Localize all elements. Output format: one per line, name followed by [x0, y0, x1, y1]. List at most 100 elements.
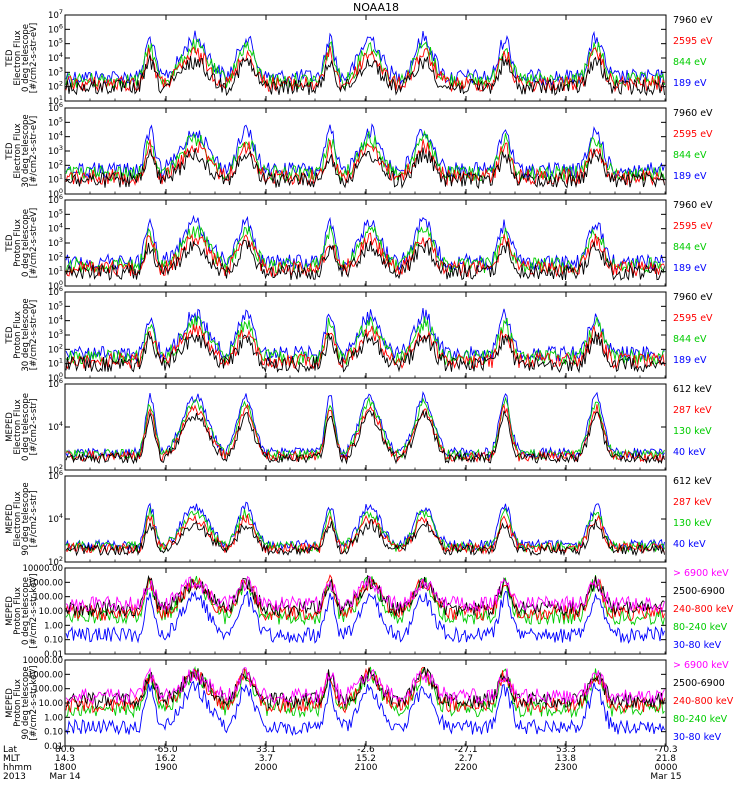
- series-trace-189-ev: [65, 123, 665, 179]
- y-tick-label-6: 106: [48, 101, 63, 114]
- y-tick-label-3: 103: [48, 144, 63, 157]
- y-tick-label-5: 1000.00: [28, 670, 63, 680]
- xaxis-tick-label-lat: 33.1: [256, 745, 276, 755]
- xaxis-tick-label-hhmm: 1900: [155, 763, 178, 773]
- xaxis-tick-label-hhmm: 2200: [455, 763, 478, 773]
- chart-title: NOAA18: [353, 1, 399, 14]
- legend-entry: 844 eV: [673, 57, 707, 68]
- panel-ylabel-line: 0 deg telescope: [21, 209, 31, 277]
- legend-entry: 287 keV: [673, 497, 712, 508]
- xaxis-row-label: MLT: [3, 754, 21, 764]
- xaxis-tick-label-date: Mar 14: [49, 772, 81, 782]
- series-trace-7960-ev: [65, 331, 665, 374]
- xaxis-tick-label-hhmm: 2000: [255, 763, 278, 773]
- legend-entry: 7960 eV: [673, 15, 713, 26]
- panel-traces: [65, 390, 665, 465]
- y-tick-label-2: 102: [48, 342, 63, 355]
- panel-ylabel-line: TED: [5, 49, 15, 68]
- y-tick-label-3: 10.00: [39, 607, 63, 617]
- y-tick-label-1: 0.10: [44, 636, 63, 646]
- panel-ylabel-line: [#/cm2-s-str-keV]: [29, 574, 39, 649]
- xaxis-row-label: 2013: [3, 772, 26, 782]
- panel-ylabel-line: 30 deg telescope: [21, 298, 31, 371]
- legend-entry: 7960 eV: [673, 108, 713, 119]
- legend-entry: 80-240 keV: [673, 622, 728, 633]
- y-tick-label-2: 103: [48, 65, 63, 78]
- series-trace-287-kev: [65, 403, 665, 463]
- panel-7: 0.01 0.10 1.00 10.00 100.00 1000.00 10000.00 ME…: [5, 564, 734, 660]
- panel-ylabel-line: [#/cm2-s-str]: [29, 491, 39, 548]
- legend-entry: 844 eV: [673, 242, 707, 253]
- legend-entry: 30-80 keV: [673, 732, 722, 743]
- legend-entry: 7960 eV: [673, 292, 713, 303]
- series-trace-30-80-kev: [65, 590, 665, 644]
- series-trace--6900-kev: [65, 667, 665, 705]
- xaxis-tick-label-lat: -27.1: [454, 745, 477, 755]
- legend-entry: 2595 eV: [673, 129, 713, 140]
- xaxis-tick-label-hhmm: 2100: [355, 763, 378, 773]
- panel-traces: [65, 308, 665, 374]
- legend-entry: 2500-6900: [673, 678, 725, 689]
- legend-entry: 2500-6900: [673, 586, 725, 597]
- panel-ylabel-line: 90 deg telescope: [21, 482, 31, 555]
- panel-ylabel-line: Proton Flux: [13, 587, 23, 635]
- y-tick-label-5: 105: [48, 207, 63, 220]
- y-tick-label-3: 103: [48, 236, 63, 249]
- y-tick-label-6: 10000.00: [22, 656, 63, 666]
- panel-ylabel-line: MEPED: [5, 688, 15, 718]
- y-tick-label-3: 104: [48, 51, 63, 64]
- y-tick-label-1: 101: [48, 357, 63, 370]
- panel-traces: [65, 501, 665, 557]
- y-tick-label-2: 102: [48, 250, 63, 263]
- panel-ylabel-line: Electron Flux: [13, 123, 23, 178]
- legend-entry: 612 keV: [673, 384, 712, 395]
- legend-entry: 189 eV: [673, 78, 707, 89]
- xaxis-tick-label-lat: 80.6: [55, 745, 75, 755]
- series-trace-612-kev: [65, 409, 665, 465]
- y-tick-label-0: 100: [48, 279, 63, 292]
- y-tick-label-1: 0.10: [44, 728, 63, 738]
- series-trace-189-ev: [65, 214, 665, 272]
- series-trace-612-kev: [65, 519, 665, 557]
- xaxis-row-label: Lat: [3, 745, 18, 755]
- y-tick-label-1: 101: [48, 173, 63, 186]
- panel-frame: [64, 14, 667, 102]
- panel-traces: [65, 30, 665, 97]
- xaxis-tick-label-date: Mar 15: [650, 772, 681, 782]
- xaxis-tick-label-lat: -2.6: [357, 745, 375, 755]
- legend-entry: 240-800 keV: [673, 604, 734, 615]
- legend-entry: 287 keV: [673, 405, 712, 416]
- y-tick-label-0: 100: [48, 371, 63, 384]
- legend-entry: 30-80 keV: [673, 640, 722, 651]
- legend-entry: > 6900 keV: [673, 660, 729, 671]
- y-tick-label-4: 105: [48, 37, 63, 50]
- legend-entry: 130 keV: [673, 426, 712, 437]
- y-tick-label-1: 104: [48, 420, 63, 433]
- xaxis-tick-label-mlt: 3.7: [259, 754, 273, 764]
- panel-ylabel-line: Electron Flux: [13, 491, 23, 546]
- panel-traces: [65, 214, 665, 281]
- series-trace-189-ev: [65, 308, 665, 363]
- xaxis-tick-label-mlt: 2.7: [459, 754, 473, 764]
- y-tick-label-4: 104: [48, 130, 63, 143]
- y-tick-label-3: 103: [48, 328, 63, 341]
- legend-entry: 240-800 keV: [673, 696, 734, 707]
- panel-ylabel-line: 30 deg telescope: [21, 114, 31, 187]
- panel-traces: [65, 123, 665, 190]
- panel-traces: [65, 666, 665, 737]
- xaxis-tick-label-lat: 53.3: [556, 745, 576, 755]
- y-tick-label-4: 104: [48, 222, 63, 235]
- panel-ylabel-line: [#/cm2-s-str-eV]: [29, 300, 39, 370]
- legend-entry: 130 keV: [673, 518, 712, 529]
- panel-ylabel-line: Proton Flux: [13, 311, 23, 359]
- y-tick-label-6: 10000.00: [22, 564, 63, 574]
- series-trace--6900-kev: [65, 575, 665, 614]
- xaxis-tick-label-mlt: 15.2: [356, 754, 376, 764]
- xaxis-tick-label-mlt: 16.2: [156, 754, 176, 764]
- panel-ylabel-line: 0 deg telescope: [21, 24, 31, 92]
- legend-entry: 2595 eV: [673, 313, 713, 324]
